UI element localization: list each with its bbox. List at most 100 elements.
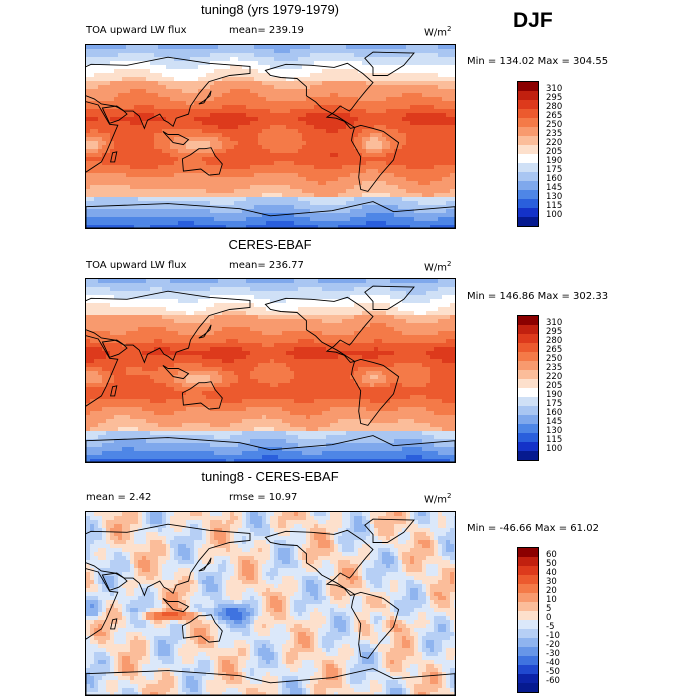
colorbar-tick-label: 280: [546, 102, 563, 112]
colorbar-tick-label: 265: [546, 111, 563, 121]
coastline-sa: [351, 358, 400, 426]
colorbar-swatch: [518, 109, 538, 118]
coastline-greenland: [364, 51, 415, 76]
coastline-sa: [351, 591, 400, 659]
colorbar-swatch: [518, 665, 538, 674]
colorbar-tick-label: 115: [546, 201, 563, 211]
colorbar-tick-label: 160: [546, 174, 563, 184]
panel1-title: tuning8 (yrs 1979-1979): [200, 2, 340, 17]
colorbar-swatch: [518, 325, 538, 334]
coastline-sa: [351, 124, 400, 192]
colorbar-swatch: [518, 217, 538, 226]
colorbar-swatch: [518, 370, 538, 379]
map-field: [86, 279, 455, 462]
panel1-colorbar: [517, 81, 539, 227]
colorbar-tick-label: 220: [546, 138, 563, 148]
colorbar-tick-label: 295: [546, 327, 563, 337]
colorbar-swatch: [518, 415, 538, 424]
coastline-madagascar: [110, 385, 118, 397]
panel2-variable-label: TOA upward LW flux: [86, 260, 187, 271]
panel3-map: [85, 511, 456, 696]
colorbar-swatch: [518, 154, 538, 163]
coastline-greenland: [364, 518, 415, 543]
colorbar-tick-label: 60: [546, 550, 557, 560]
colorbar-swatch: [518, 593, 538, 602]
colorbar-tick-label: 50: [546, 559, 557, 569]
colorbar-swatch: [518, 575, 538, 584]
coastline-arabia: [101, 572, 128, 591]
colorbar-swatch: [518, 136, 538, 145]
colorbar-swatch: [518, 433, 538, 442]
colorbar-tick-label: 265: [546, 345, 563, 355]
coastline-antarctica: [86, 435, 455, 462]
colorbar-tick-label: -20: [546, 640, 560, 650]
colorbar-swatch: [518, 199, 538, 208]
colorbar-tick-label: -50: [546, 667, 560, 677]
coastline-eurasia: [86, 56, 251, 130]
colorbar-swatch: [518, 647, 538, 656]
colorbar-tick-label: 30: [546, 577, 557, 587]
colorbar-tick-label: 190: [546, 390, 563, 400]
colorbar-tick-label: -10: [546, 631, 560, 641]
panel1-units: W/m2: [424, 25, 452, 39]
coastline-greenland: [364, 285, 415, 310]
panel2-units: W/m2: [424, 260, 452, 274]
panel2-title: CERES-EBAF: [228, 237, 312, 252]
colorbar-swatch: [518, 397, 538, 406]
colorbar-swatch: [518, 442, 538, 451]
coastline-antarctica: [86, 668, 455, 695]
colorbar-swatch: [518, 611, 538, 620]
colorbar-swatch: [518, 316, 538, 325]
colorbar-tick-label: -60: [546, 676, 560, 686]
panel3-mean-label: mean = 2.42: [86, 492, 152, 503]
colorbar-tick-label: 145: [546, 183, 563, 193]
colorbar-swatch: [518, 406, 538, 415]
colorbar-tick-label: 0: [546, 613, 552, 623]
coastline-na: [264, 296, 374, 363]
colorbar-swatch: [518, 584, 538, 593]
colorbar-tick-label: 100: [546, 210, 563, 220]
colorbar-tick-label: 190: [546, 156, 563, 166]
colorbar-swatch: [518, 163, 538, 172]
colorbar-swatch: [518, 674, 538, 683]
coastline-madagascar: [110, 618, 118, 630]
colorbar-swatch: [518, 127, 538, 136]
colorbar-swatch: [518, 181, 538, 190]
coastline-africa: [86, 568, 119, 640]
coastline-africa: [86, 335, 119, 407]
colorbar-swatch: [518, 208, 538, 217]
colorbar-tick-label: 175: [546, 399, 563, 409]
colorbar-swatch: [518, 172, 538, 181]
panel3-minmax: Min = -46.66 Max = 61.02: [467, 523, 599, 534]
coastline-arabia: [101, 339, 128, 358]
colorbar-tick-label: 115: [546, 435, 563, 445]
colorbar-tick-label: 160: [546, 408, 563, 418]
colorbar-tick-label: 100: [546, 444, 563, 454]
coastline-indonesia: [162, 598, 190, 613]
colorbar-tick-label: 250: [546, 120, 563, 130]
coastline-arabia: [101, 105, 128, 124]
map-field: [86, 512, 455, 695]
panel3-units: W/m2: [424, 492, 452, 506]
colorbar-tick-label: 250: [546, 354, 563, 364]
colorbar-tick-label: 220: [546, 372, 563, 382]
coastline-eurasia: [86, 523, 251, 597]
colorbar-tick-label: -30: [546, 649, 560, 659]
colorbar-swatch: [518, 629, 538, 638]
colorbar-tick-label: 175: [546, 165, 563, 175]
panel2-minmax: Min = 146.86 Max = 302.33: [467, 291, 609, 302]
season-label: DJF: [513, 9, 553, 32]
coastline-australia: [181, 147, 223, 176]
colorbar-tick-label: 205: [546, 381, 563, 391]
colorbar-swatch: [518, 91, 538, 100]
coastline-japan: [198, 324, 212, 339]
colorbar-tick-label: 20: [546, 586, 557, 596]
colorbar-swatch: [518, 548, 538, 557]
coastline-japan: [198, 90, 212, 105]
coastline-madagascar: [110, 151, 118, 163]
panel2-mean-label: mean= 236.77: [229, 260, 304, 271]
colorbar-swatch: [518, 638, 538, 647]
colorbar-tick-label: 205: [546, 147, 563, 157]
colorbar-tick-label: 295: [546, 93, 563, 103]
coastline-na: [264, 529, 374, 596]
